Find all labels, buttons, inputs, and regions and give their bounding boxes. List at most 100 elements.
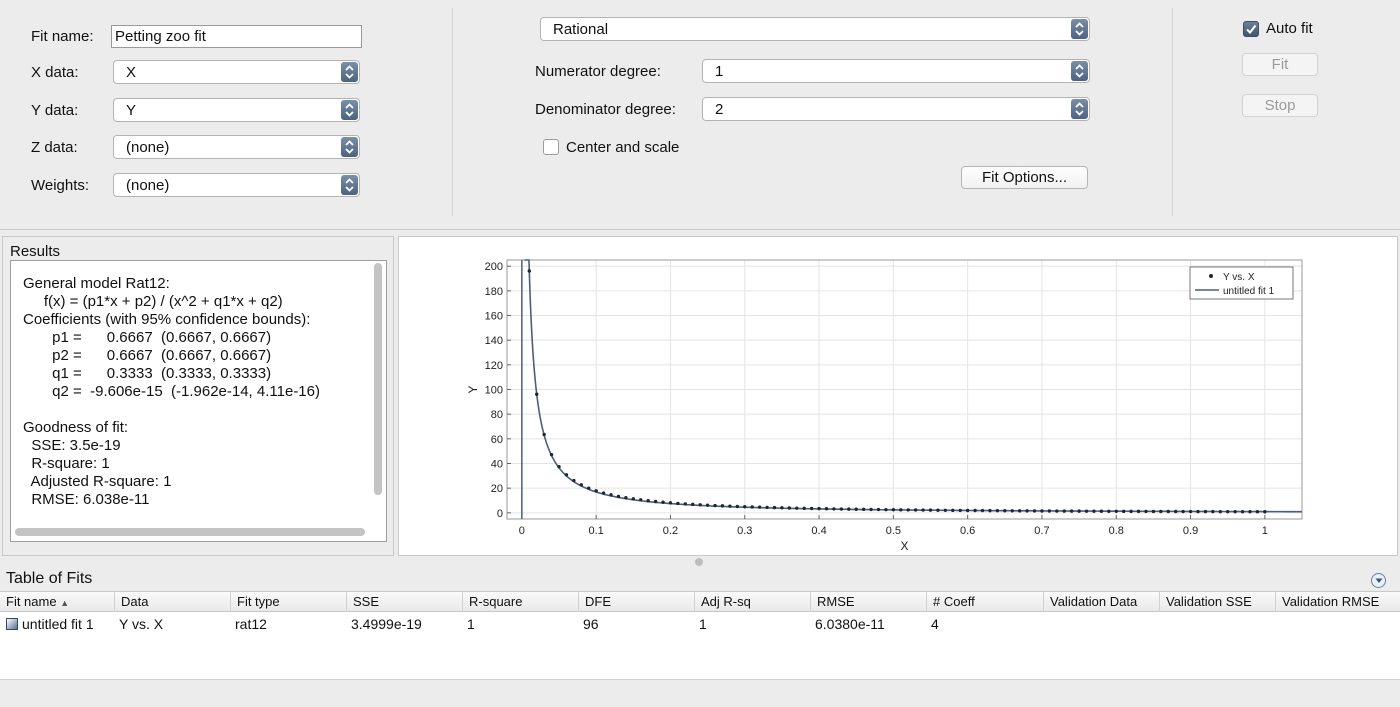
data-point	[735, 504, 740, 509]
column-header-num-coeff[interactable]: # Coeff	[927, 592, 1044, 612]
fit-plot[interactable]: 0 0.1 0.2 0.3 0.4 0.5 0.6 0.7 0.8 0.9 1 0 20 40 60 80 10…	[398, 236, 1398, 556]
center-scale-label: Center and scale	[566, 139, 680, 156]
x-axis-label: X	[900, 539, 908, 553]
data-point	[1099, 509, 1104, 513]
data-point	[876, 507, 881, 512]
results-text-area[interactable]: General model Rat12: f(x) = (p1*x + p2) …	[10, 260, 387, 542]
data-point	[899, 508, 903, 512]
cell-data: Y vs. X	[119, 616, 164, 632]
column-header-data[interactable]: Data	[115, 592, 231, 612]
data-point	[765, 505, 769, 510]
results-line: SSE: 3.5e-19	[23, 437, 121, 454]
table-row[interactable]: untitled fit 1 Y vs. X rat12 3.4999e-19 …	[0, 613, 1400, 635]
axis-ticks: 0 0.1 0.2 0.3 0.4 0.5 0.6 0.7 0.8 0.9 1 0 20 40 60 80 10…	[485, 261, 1268, 537]
column-header-validation-data[interactable]: Validation Data	[1044, 592, 1160, 612]
stop-button[interactable]: Stop	[1242, 94, 1318, 117]
data-point	[639, 498, 643, 502]
x-tick-label: 0.8	[1109, 525, 1124, 537]
fit-name-input[interactable]	[111, 25, 362, 48]
auto-fit-label: Auto fit	[1266, 20, 1313, 37]
data-point	[884, 507, 888, 512]
data-point	[1173, 509, 1178, 514]
data-point	[839, 507, 844, 511]
fit-name-label: Fit name:	[31, 28, 94, 45]
y-tick-label: 180	[485, 286, 503, 298]
data-point	[661, 500, 665, 504]
data-point	[1181, 509, 1185, 514]
data-point	[1240, 510, 1245, 514]
results-title: Results	[10, 243, 61, 260]
results-vertical-scrollbar[interactable]	[374, 263, 382, 495]
data-point	[631, 497, 636, 501]
sort-ascending-icon: ▲	[60, 598, 70, 608]
denominator-degree-select[interactable]: 2	[702, 97, 1090, 121]
column-header-fit-name[interactable]: Fit name ▲	[0, 592, 115, 612]
weights-value: (none)	[126, 177, 170, 194]
y-data-select[interactable]: Y	[113, 98, 360, 122]
fit-settings-panel: Fit name: X data: X Y data: Y Z data: (n…	[0, 0, 1400, 230]
column-header-validation-sse[interactable]: Validation SSE	[1160, 592, 1276, 612]
column-header-rmse[interactable]: RMSE	[811, 592, 927, 612]
data-point	[1211, 509, 1215, 514]
data-point	[757, 505, 762, 509]
data-point	[1263, 510, 1267, 514]
collapse-panel-button[interactable]	[1371, 573, 1386, 588]
cell-fit-type: rat12	[235, 616, 267, 632]
data-point	[832, 507, 836, 511]
data-point	[787, 506, 792, 510]
x-data-select[interactable]: X	[113, 60, 360, 84]
data-point	[772, 505, 777, 510]
z-data-label: Z data:	[31, 139, 78, 156]
x-tick-label: 0.4	[811, 525, 826, 537]
splitter-handle[interactable]	[695, 558, 703, 566]
panel-divider	[452, 8, 453, 216]
column-header-r-square[interactable]: R-square	[463, 592, 579, 612]
table-of-fits: Fit name ▲ Data Fit type SSE R-square DF…	[0, 591, 1400, 679]
cell-adj-r-sq: 1	[699, 616, 707, 632]
data-point	[1136, 509, 1141, 514]
data-point	[624, 496, 628, 500]
data-point	[1017, 509, 1022, 513]
plot-grid	[507, 260, 1302, 519]
data-point	[542, 432, 546, 437]
column-header-dfe[interactable]: DFE	[579, 592, 695, 612]
results-horizontal-scrollbar[interactable]	[15, 528, 365, 536]
column-header-adj-r-sq[interactable]: Adj R-sq	[695, 592, 811, 612]
fit-type-select[interactable]: Rational	[540, 17, 1090, 41]
cell-fit-name-text: untitled fit 1	[22, 616, 94, 632]
data-point	[1218, 509, 1222, 514]
column-header-sse[interactable]: SSE	[347, 592, 463, 612]
auto-fit-checkbox[interactable]	[1243, 21, 1259, 37]
legend-box	[1189, 266, 1294, 300]
data-point	[1248, 510, 1252, 514]
data-point	[951, 508, 955, 513]
data-point	[1121, 509, 1126, 514]
z-data-select[interactable]: (none)	[113, 135, 360, 159]
results-line: p1 = 0.6667 (0.6667, 0.6667)	[23, 329, 272, 346]
center-scale-checkbox[interactable]	[543, 139, 559, 155]
plot-legend[interactable]: Y vs. X untitled fit 1	[1189, 266, 1294, 300]
numerator-degree-select[interactable]: 1	[702, 59, 1090, 83]
numerator-degree-label: Numerator degree:	[535, 63, 661, 80]
numerator-degree-value: 1	[715, 63, 724, 80]
data-points	[527, 269, 1267, 514]
data-point	[988, 508, 992, 513]
x-data-value: X	[126, 64, 137, 81]
column-header-validation-rmse[interactable]: Validation RMSE	[1282, 594, 1380, 609]
denominator-degree-value: 2	[715, 101, 724, 118]
fit-options-button[interactable]: Fit Options...	[961, 166, 1088, 189]
data-point	[1055, 509, 1059, 513]
x-data-label: X data:	[31, 64, 79, 81]
data-point	[1003, 509, 1007, 513]
data-point	[973, 508, 977, 513]
weights-select[interactable]: (none)	[113, 173, 360, 197]
y-tick-label: 60	[491, 434, 503, 446]
data-point	[1032, 509, 1037, 513]
data-point	[906, 508, 910, 512]
results-line: General model Rat12:	[23, 275, 170, 292]
column-header-fit-type[interactable]: Fit type	[231, 592, 347, 612]
fit-button[interactable]: Fit	[1242, 53, 1318, 76]
weights-label: Weights:	[31, 177, 90, 194]
data-point	[780, 506, 784, 510]
data-point	[653, 499, 658, 504]
